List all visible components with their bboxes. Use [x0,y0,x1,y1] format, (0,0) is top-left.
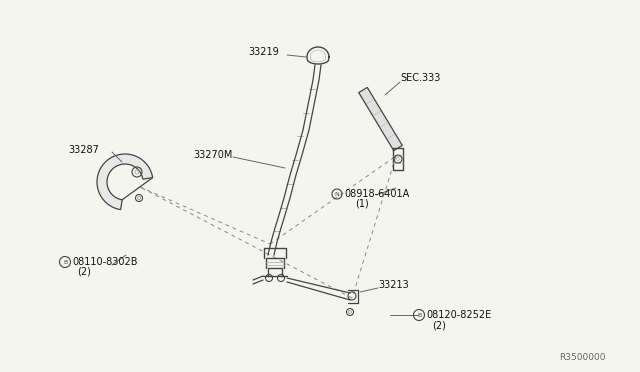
Text: SEC.333: SEC.333 [400,73,440,83]
Text: (1): (1) [355,199,369,209]
Text: (2): (2) [432,320,446,330]
Text: B: B [417,313,421,318]
Text: 33219: 33219 [248,47,279,57]
Text: 33213: 33213 [378,280,409,290]
Text: R3500000: R3500000 [559,353,605,362]
Text: 08110-8302B: 08110-8302B [72,257,138,267]
Text: 08120-8252E: 08120-8252E [426,310,492,320]
Polygon shape [358,87,403,151]
Polygon shape [97,154,153,210]
Text: (2): (2) [77,267,91,277]
Text: B: B [63,260,67,265]
Text: 33270M: 33270M [193,150,232,160]
Text: 08918-6401A: 08918-6401A [344,189,409,199]
Text: N: N [335,192,339,197]
Text: 33287: 33287 [68,145,99,155]
